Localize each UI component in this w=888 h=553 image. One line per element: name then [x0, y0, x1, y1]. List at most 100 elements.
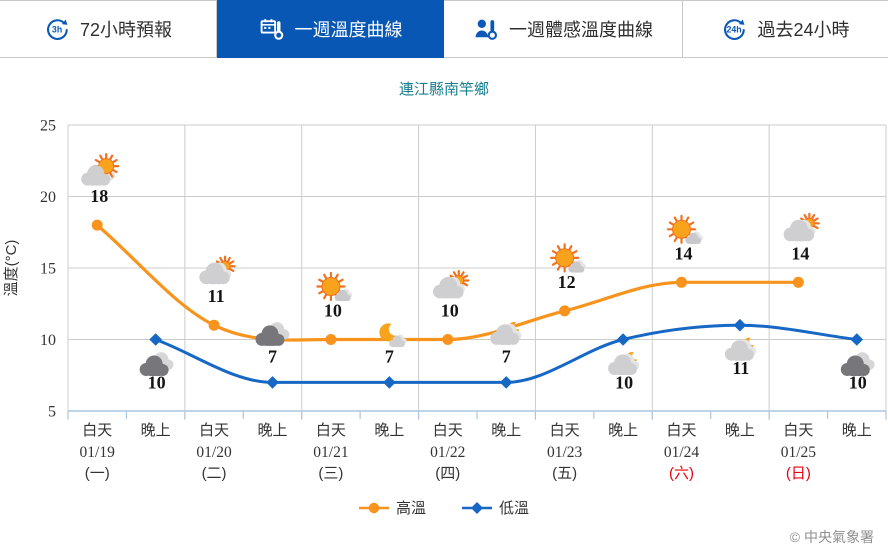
x-period-label: 白天: [550, 422, 580, 439]
temp-value-label: 10: [148, 373, 166, 393]
temp-value-label: 18: [90, 186, 108, 206]
moon-small-cloud-icon: [379, 323, 407, 348]
cloud-moon-icon: [490, 321, 522, 345]
calendar-thermometer-icon: [259, 16, 286, 43]
tab-72hr-forecast[interactable]: 3h 72小時預報: [0, 0, 217, 58]
cloud-moon-icon: [724, 337, 757, 361]
low-temp-point: [850, 333, 864, 346]
x-weekday-label: (一): [85, 465, 110, 482]
x-weekday-label: (四): [435, 465, 460, 482]
y-tick-label: 25: [40, 118, 56, 135]
high-temp-point: [208, 319, 220, 331]
low-temp-point: [383, 376, 396, 389]
high-temp-point: [792, 276, 804, 288]
x-period-label: 白天: [433, 422, 463, 439]
x-date-label: 01/21: [313, 444, 348, 461]
x-date-label: 01/20: [196, 444, 232, 461]
x-period-label: 白天: [783, 422, 813, 439]
tab-label: 過去24小時: [757, 20, 850, 40]
cloud-dark-icon: [840, 352, 875, 376]
low-temp-point: [149, 333, 162, 346]
temp-value-label: 10: [849, 373, 867, 393]
y-tick-label: 5: [48, 404, 56, 421]
low-temp-point: [733, 318, 747, 332]
chart-legend: 高溫 低溫: [0, 497, 888, 518]
y-tick-label: 20: [40, 189, 56, 206]
x-period-label: 晚上: [608, 422, 638, 439]
temp-value-label: 7: [502, 346, 511, 366]
high-temp-point: [442, 334, 454, 345]
low-temp-marker-icon: [462, 501, 492, 514]
high-temp-point: [325, 334, 337, 345]
x-date-label: 01/22: [430, 444, 465, 461]
sun-small-cloud-icon: [316, 271, 353, 302]
temp-value-label: 11: [208, 286, 225, 306]
temp-value-label: 7: [385, 346, 394, 366]
legend-label: 低溫: [499, 500, 530, 517]
clock-3h-icon: 3h: [44, 16, 71, 43]
x-period-label: 晚上: [725, 422, 755, 439]
x-period-label: 晚上: [491, 422, 521, 439]
sun-cloud-icon: [81, 153, 120, 186]
tab-label: 一週溫度曲線: [294, 20, 403, 40]
legend-item-high-temp: 高溫: [358, 497, 426, 518]
cloud-sun-icon: [433, 269, 470, 299]
cloud-sun-icon: [783, 212, 820, 242]
temp-value-label: 10: [324, 301, 342, 321]
x-period-label: 晚上: [257, 422, 287, 439]
temp-value-label: 14: [791, 243, 809, 263]
clock-24h-icon: 24h: [721, 16, 748, 43]
x-period-label: 白天: [199, 422, 229, 439]
x-period-label: 白天: [82, 422, 112, 439]
cloud-dark-icon: [255, 322, 290, 346]
high-temp-point: [676, 276, 687, 288]
sun-small-cloud-icon: [666, 214, 703, 244]
location-title: 連江縣南竿鄉: [398, 81, 489, 98]
low-temp-point: [266, 376, 279, 389]
cloud-dark-icon: [139, 352, 174, 376]
low-temp-point: [616, 333, 630, 346]
sun-small-cloud-icon: [550, 243, 586, 273]
low-temp-point: [499, 376, 513, 389]
x-period-label: 晚上: [141, 422, 171, 439]
x-period-label: 白天: [666, 422, 696, 439]
high-temp-point: [91, 219, 103, 231]
temp-value-label: 11: [732, 358, 749, 378]
high-temp-point: [559, 305, 571, 317]
tab-label: 一週體感溫度曲線: [509, 20, 653, 40]
tab-label: 72小時預報: [79, 20, 173, 40]
y-axis-label: 溫度(°C): [3, 240, 20, 297]
cloud-moon-icon: [608, 352, 640, 375]
tab-week-temperature-curve[interactable]: 一週溫度曲線: [217, 0, 444, 58]
legend-item-low-temp: 低溫: [462, 497, 529, 518]
x-date-label: 01/19: [80, 444, 116, 461]
svg-text:3h: 3h: [52, 24, 62, 34]
tab-past-24hr[interactable]: 24h 過去24小時: [683, 0, 888, 58]
x-weekday-label: (二): [202, 465, 227, 482]
y-tick-label: 15: [40, 261, 56, 278]
temp-value-label: 7: [268, 346, 277, 366]
x-weekday-label: (五): [552, 465, 577, 482]
svg-text:24h: 24h: [727, 24, 742, 34]
temp-value-label: 12: [558, 272, 576, 292]
tab-bar: 3h 72小時預報 一週溫度曲線 一週體感溫度曲線 24h 過去24小時: [0, 0, 888, 58]
x-weekday-label: (日): [786, 465, 811, 482]
y-tick-label: 10: [40, 332, 56, 349]
x-weekday-label: (三): [318, 465, 343, 482]
x-weekday-label: (六): [669, 465, 694, 482]
temp-value-label: 14: [675, 243, 693, 263]
cloud-sun-icon: [199, 255, 236, 285]
person-thermometer-icon: [473, 16, 500, 43]
x-period-label: 晚上: [842, 422, 872, 439]
legend-label: 高溫: [395, 500, 426, 517]
x-date-label: 01/24: [664, 444, 700, 461]
x-period-label: 白天: [316, 422, 346, 439]
tab-week-apparent-temperature-curve[interactable]: 一週體感溫度曲線: [444, 0, 683, 58]
x-period-label: 晚上: [374, 422, 404, 439]
x-date-label: 01/25: [781, 444, 817, 461]
high-temp-marker-icon: [358, 502, 389, 513]
temp-value-label: 10: [615, 373, 633, 393]
temp-value-label: 10: [441, 301, 459, 321]
